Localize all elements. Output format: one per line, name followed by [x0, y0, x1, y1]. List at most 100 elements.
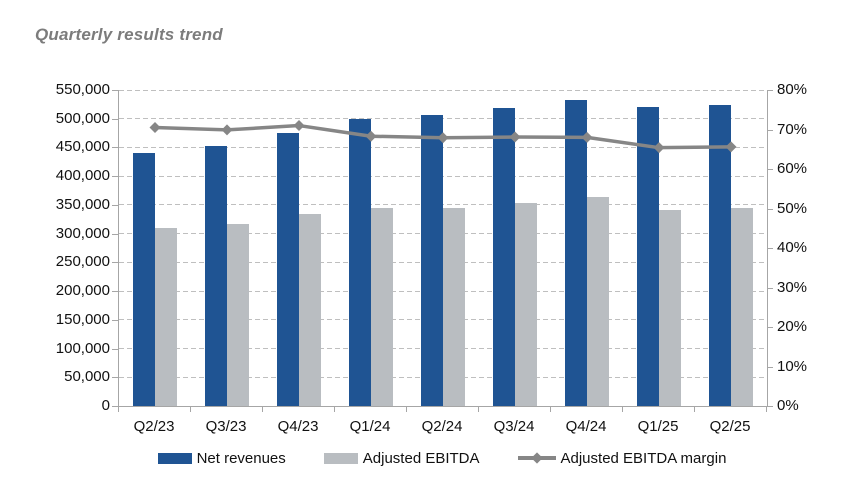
y-axis-tick [112, 406, 118, 407]
bar-group [695, 90, 767, 406]
legend-swatch-adjusted-ebitda-margin [517, 452, 556, 464]
chart-title: Quarterly results trend [35, 25, 223, 44]
y-axis-left-label: 150,000 [55, 310, 110, 328]
x-axis-label: Q1/25 [637, 418, 679, 435]
bar-adjusted-ebitda [731, 207, 753, 406]
bar-net-revenues [565, 99, 587, 406]
y-axis-tick [767, 287, 773, 289]
y-axis-right-ticks [767, 90, 773, 407]
diamond-marker [653, 142, 665, 154]
gridline [119, 146, 767, 148]
bar-adjusted-ebitda [299, 213, 321, 406]
y-axis-left-label: 250,000 [55, 253, 110, 271]
x-axis-tick [334, 407, 335, 412]
legend-diamond-icon [530, 452, 543, 464]
diamond-marker [149, 122, 161, 134]
bar-group [407, 90, 479, 406]
y-axis-left-label: 400,000 [55, 167, 110, 185]
y-axis-tick [112, 233, 118, 235]
y-axis-left-label: 100,000 [55, 339, 110, 357]
bar-group [335, 90, 407, 406]
x-axis-label: Q2/24 [421, 418, 463, 435]
bar-net-revenues [349, 118, 371, 406]
bar-group [623, 90, 695, 406]
x-axis-tick [622, 407, 623, 412]
bar-group [551, 90, 623, 406]
y-axis-left-label: 0 [101, 397, 110, 414]
y-axis-tick [767, 169, 773, 170]
y-axis-left-label: 350,000 [55, 195, 110, 213]
y-axis-right-label: 40% [777, 239, 808, 256]
x-axis-label: Q2/23 [133, 418, 175, 435]
legend-label: Adjusted EBITDA margin [560, 449, 727, 467]
y-axis-right-label: 80% [777, 81, 808, 98]
bar-group [263, 90, 335, 406]
y-axis-tick [112, 118, 118, 120]
x-axis-label: Q2/25 [709, 418, 751, 435]
y-axis-left-label: 450,000 [55, 138, 110, 156]
legend-label: Adjusted EBITDA [362, 449, 480, 467]
y-axis-tick [767, 248, 773, 249]
y-axis-tick [767, 208, 773, 210]
x-axis-label: Q3/24 [493, 418, 535, 435]
gridline [119, 204, 767, 206]
margin-line-layer [149, 120, 737, 154]
y-axis-tick [767, 366, 773, 368]
x-axis-tick [694, 407, 695, 412]
y-axis-right-label: 70% [777, 120, 808, 138]
bar-adjusted-ebitda [515, 202, 537, 406]
legend-swatch-net-revenues [157, 452, 192, 464]
legend-item-adjusted-ebitda: Adjusted EBITDA [323, 449, 480, 467]
bar-net-revenues [493, 107, 515, 406]
y-axis-tick [112, 291, 118, 293]
y-axis-tick [767, 129, 773, 131]
x-axis-tick [118, 407, 119, 412]
y-axis-left-label: 550,000 [55, 81, 110, 98]
x-axis-ticks [118, 407, 768, 412]
y-axis-left-labels: 0 50,000 100,000 150,000 200,000 250,000 300,0… [0, 82, 110, 414]
x-axis-label: Q4/24 [565, 418, 607, 435]
x-axis-label: Q4/23 [277, 418, 319, 435]
bar-adjusted-ebitda [155, 227, 177, 406]
y-axis-tick [767, 90, 773, 91]
diamond-marker [437, 132, 449, 144]
diamond-marker [365, 130, 377, 142]
y-axis-right-label: 20% [777, 318, 808, 335]
plot-area [118, 89, 768, 407]
y-axis-right-label: 50% [777, 199, 808, 217]
legend-swatch-adjusted-ebitda [323, 452, 358, 464]
diamond-marker [293, 120, 305, 132]
legend-label: Net revenues [196, 449, 286, 467]
diamond-marker [581, 131, 593, 143]
y-axis-tick [112, 319, 118, 321]
y-axis-left-ticks [112, 90, 118, 407]
bar-net-revenues [205, 146, 227, 406]
y-axis-tick [112, 147, 118, 149]
y-axis-left-label: 300,000 [55, 224, 110, 242]
y-axis-tick [767, 327, 773, 328]
x-axis-tick [766, 407, 767, 412]
y-axis-right-label: 10% [777, 357, 808, 375]
x-axis-label: Q3/23 [205, 418, 247, 435]
y-axis-tick [767, 406, 773, 407]
y-axis-tick [112, 176, 118, 178]
x-axis-tick [262, 407, 263, 412]
bar-adjusted-ebitda [587, 197, 609, 406]
x-axis-labels: Q2/23 Q3/23 Q4/23 Q1/24 Q2/24 Q3/24 Q4/24 Q1/25… [118, 417, 766, 437]
y-axis-tick [112, 90, 118, 91]
x-axis-tick [190, 407, 191, 412]
y-axis-tick [112, 348, 118, 350]
diamond-marker [725, 141, 737, 153]
bar-adjusted-ebitda [659, 210, 681, 406]
x-axis-tick [478, 407, 479, 412]
bar-group [479, 90, 551, 406]
bar-net-revenues [277, 133, 299, 406]
y-axis-left-label: 200,000 [55, 282, 110, 300]
chart-legend: Net revenues Adjusted EBITDA Adjusted EBIT… [118, 448, 766, 468]
y-axis-right-label: 0% [777, 397, 799, 414]
bar-adjusted-ebitda [443, 208, 465, 406]
bar-adjusted-ebitda [371, 207, 393, 406]
gridline [119, 118, 767, 120]
y-axis-tick [112, 204, 118, 206]
